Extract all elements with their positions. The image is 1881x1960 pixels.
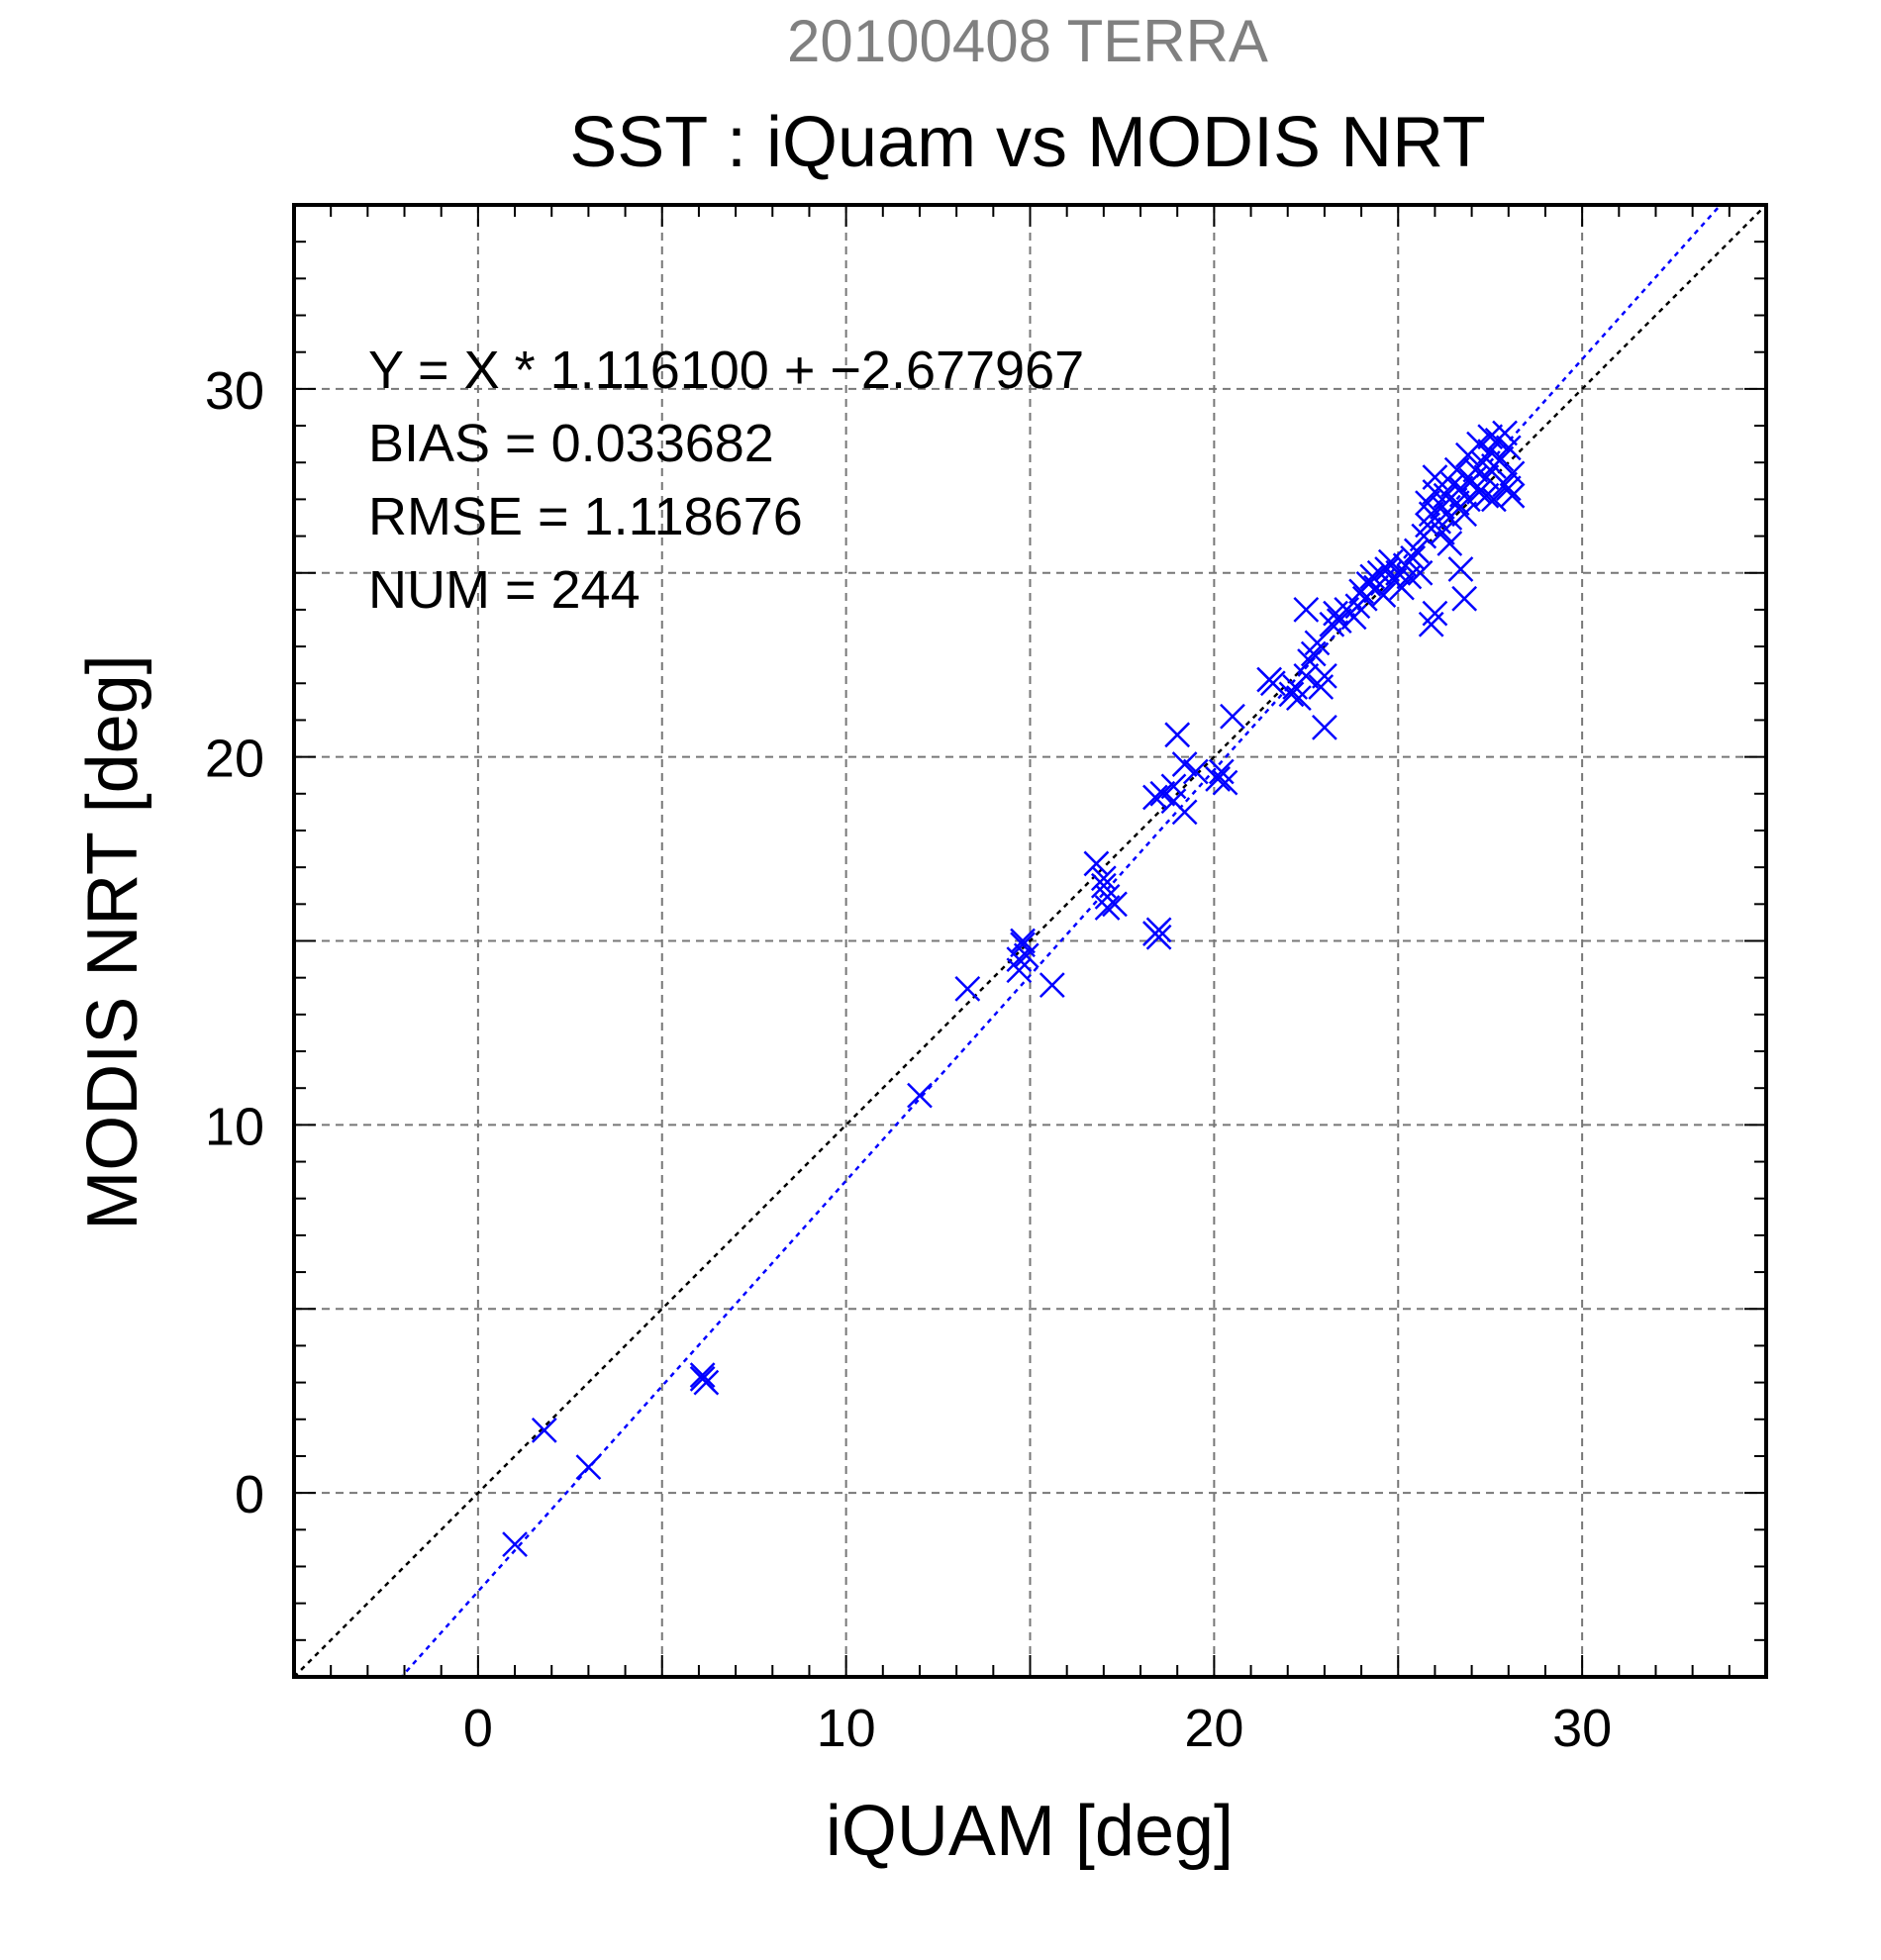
x-tick-label: 20 [1184, 1699, 1243, 1758]
x-tick-label: 10 [817, 1699, 876, 1758]
data-point [1436, 531, 1463, 556]
data-point [1205, 766, 1231, 792]
data-point [1473, 464, 1500, 490]
data-point [954, 975, 981, 1002]
data-point [1164, 722, 1191, 748]
data-point [531, 1418, 557, 1443]
data-point [1492, 420, 1518, 446]
tick-labels: 0 10 20 30 0 10 20 30 [205, 361, 1612, 1758]
data-point [1259, 670, 1286, 697]
num-stat: NUM = 244 [368, 560, 641, 620]
identity-line [294, 205, 1766, 1677]
data-point [1083, 850, 1110, 877]
data-point [1145, 917, 1172, 943]
data-point [1451, 501, 1478, 528]
rmse-stat: RMSE = 1.118676 [368, 487, 803, 546]
data-point [1171, 751, 1198, 777]
data-point [1443, 456, 1470, 483]
y-tick-label: 30 [205, 361, 264, 421]
data-point [1212, 769, 1238, 796]
x-tick-label: 30 [1552, 1699, 1612, 1758]
data-point [1010, 928, 1036, 954]
data-point [1481, 486, 1507, 513]
data-point [1400, 544, 1427, 571]
data-point [1492, 471, 1518, 498]
data-point [1454, 441, 1481, 468]
y-tick-label: 20 [205, 730, 264, 789]
data-point [1312, 662, 1337, 689]
data-point [1312, 715, 1337, 740]
data-point [1006, 957, 1033, 984]
data-point [1102, 891, 1128, 918]
data-point [502, 1531, 528, 1558]
chart-title: SST : iQuam vs MODIS NRT [569, 103, 1486, 182]
bias-stat: BIAS = 0.033682 [368, 414, 774, 473]
data-point [1171, 799, 1198, 826]
data-point [1415, 490, 1440, 517]
y-tick-label: 10 [205, 1097, 264, 1156]
data-point [907, 1082, 933, 1109]
data-point [1090, 865, 1117, 892]
data-point [1293, 662, 1320, 689]
data-point [1495, 435, 1522, 461]
data-point [1149, 780, 1176, 807]
data-point [1094, 895, 1121, 921]
data-point [689, 1365, 716, 1392]
fit-line [399, 205, 1723, 1677]
data-point [1326, 608, 1352, 634]
data-point [1145, 924, 1172, 950]
data-point [1407, 559, 1434, 586]
y-tick-label: 0 [235, 1465, 264, 1524]
data-point [1182, 758, 1209, 785]
chart-supertitle: 20100408 TERRA [787, 8, 1268, 74]
data-point [1013, 942, 1040, 969]
y-axis-label: MODIS NRT [deg] [73, 654, 152, 1230]
data-point [1220, 703, 1245, 730]
data-point [1293, 597, 1320, 623]
data-point [1473, 482, 1500, 509]
stats-block: Y = X * 1.116100 + −2.677967 BIAS = 0.03… [368, 341, 1084, 620]
plot-frame [292, 203, 1768, 1679]
data-point [1285, 685, 1312, 712]
data-point [689, 1362, 716, 1389]
data-point [1039, 972, 1065, 998]
data-point [1304, 630, 1331, 656]
x-axis-label: iQUAM [deg] [826, 1792, 1234, 1871]
data-point [1160, 773, 1187, 800]
data-point [575, 1454, 602, 1480]
data-point [1466, 479, 1492, 505]
data-point [1422, 464, 1448, 490]
data-point [1389, 574, 1415, 601]
data-point [1403, 538, 1430, 564]
data-point [1499, 482, 1526, 509]
data-point [1451, 585, 1478, 612]
data-point [1370, 582, 1397, 608]
data-point [1488, 445, 1515, 472]
data-point [1477, 424, 1504, 450]
data-point [1499, 460, 1526, 487]
reference-lines [294, 205, 1766, 1677]
data-point [1429, 519, 1455, 545]
fit-equation: Y = X * 1.116100 + −2.677967 [368, 341, 1084, 400]
x-tick-label: 0 [463, 1699, 493, 1758]
data-point [1422, 600, 1448, 627]
data-point [1447, 556, 1474, 582]
data-point [1278, 681, 1305, 708]
data-points [502, 420, 1526, 1558]
